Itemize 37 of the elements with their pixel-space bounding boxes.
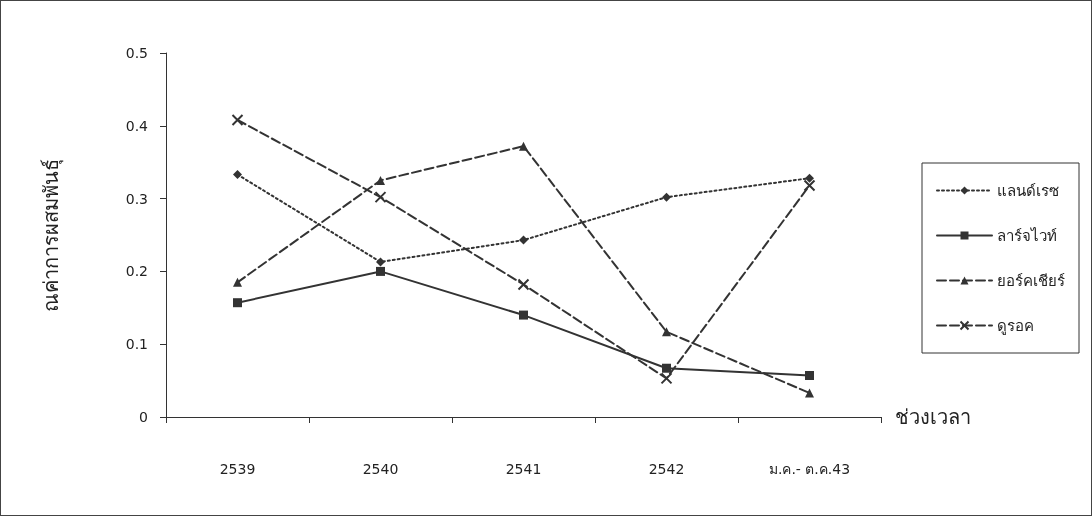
point [662,327,671,337]
legend-label: แลนด์เรซ [997,181,1059,200]
point [660,372,673,385]
point [376,257,385,267]
point [517,278,530,291]
legend-label: ยอร์คเชียร์ [997,271,1065,290]
point [231,113,244,126]
point [805,173,814,183]
point [519,310,528,320]
point [662,363,671,373]
point [233,298,242,308]
point [805,371,814,380]
x-tick-label: 2541 [505,461,542,477]
point [233,277,242,287]
point [519,235,528,245]
x-tick-label: 2539 [219,461,256,477]
y-tick-label: 0.2 [125,263,148,280]
point [519,141,528,151]
point [376,266,385,276]
point [233,170,242,180]
x-tick-label: ม.ค.- ต.ค.43 [768,461,851,477]
y-axis-title: ณค่าการผสมพันธุ์ [39,158,64,312]
point [374,191,387,204]
x-tick-label: 2540 [362,461,399,477]
point [805,388,814,398]
point [662,192,671,202]
y-tick-label: 0.4 [125,117,149,134]
point [803,179,816,192]
x-axis-title: ช่วงเวลา [895,405,971,429]
y-tick-label: 0.1 [125,336,148,353]
point [376,175,385,185]
y-tick-label: 0 [139,409,148,425]
x-tick-label: 2542 [648,461,685,477]
legend-label: ดูรอค [997,316,1034,335]
y-tick-label: 0.3 [125,190,148,207]
legend-label: ลาร์จไวท์ [997,226,1057,245]
y-tick-label: 0.5 [125,45,148,61]
